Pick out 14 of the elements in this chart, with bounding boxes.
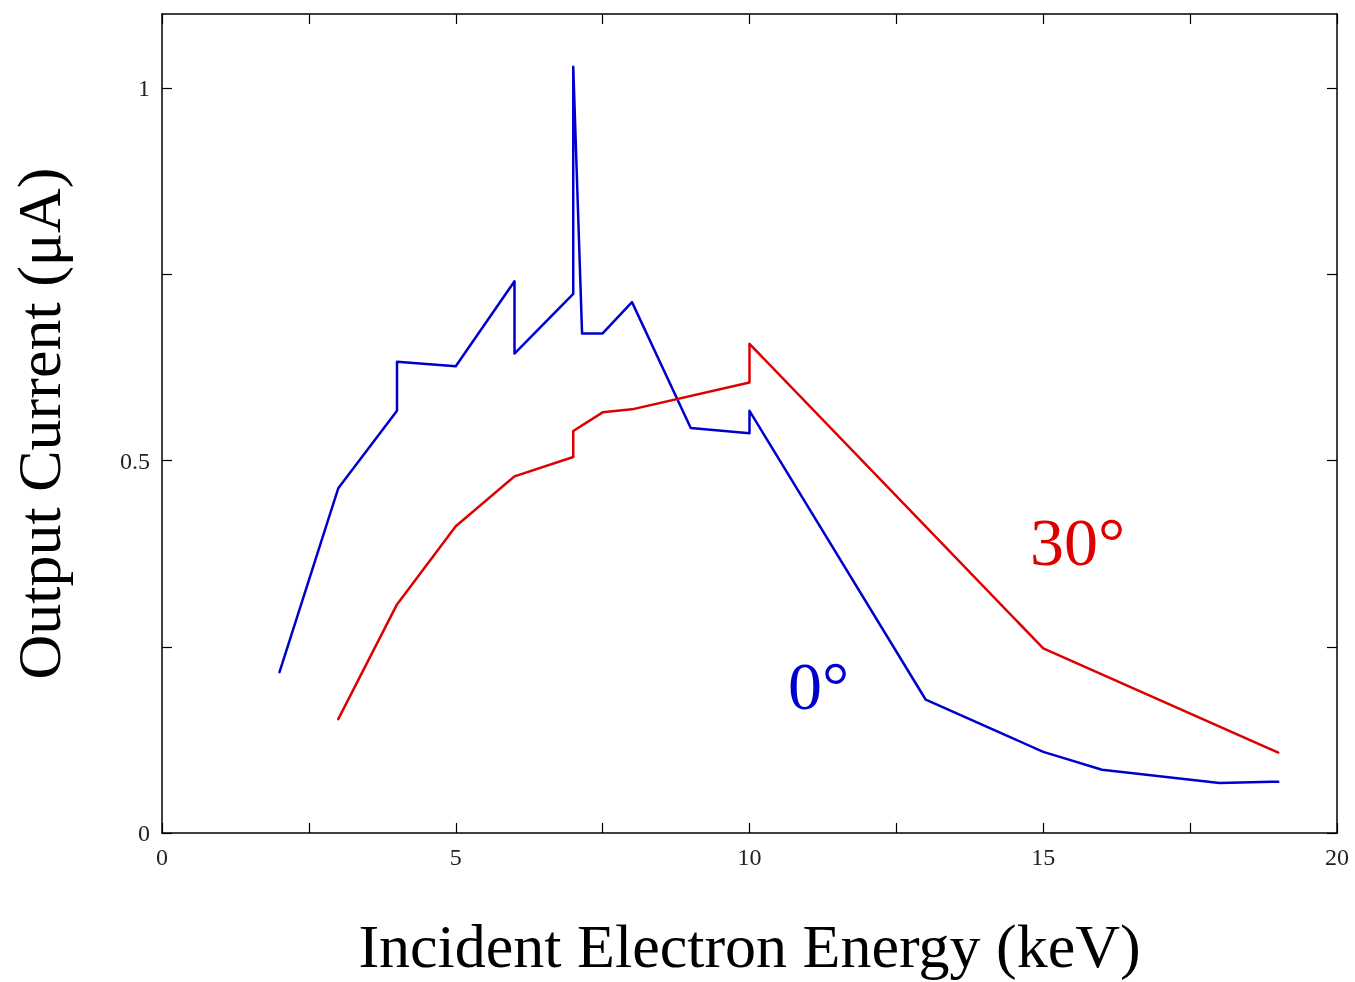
x-tick-label: 10 <box>737 844 762 870</box>
y-tick-label: 0 <box>138 820 150 846</box>
y-tick-label: 0.5 <box>120 447 150 474</box>
x-tick-label: 0 <box>156 844 168 870</box>
x-axis-title: Incident Electron Energy (keV) <box>358 912 1141 981</box>
x-tick-label: 15 <box>1031 844 1056 870</box>
series-label: 30° <box>1030 504 1126 580</box>
y-axis-title: Output Current (μA) <box>5 167 74 680</box>
x-tick-label: 20 <box>1325 844 1349 870</box>
series-label: 0° <box>788 648 850 724</box>
line-series <box>278 65 1280 785</box>
y-tick-label: 1 <box>138 75 150 102</box>
line-series <box>337 342 1280 754</box>
x-tick-label: 5 <box>449 844 462 870</box>
